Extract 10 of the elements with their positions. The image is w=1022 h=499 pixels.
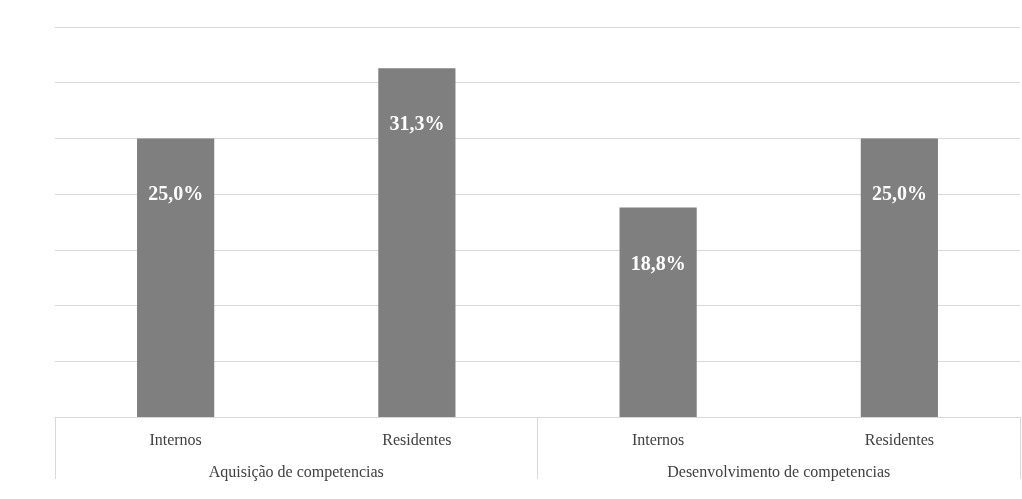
x-tick-label: Residentes xyxy=(382,430,452,448)
data-label: 31,3% xyxy=(389,112,445,135)
x-tick-label: Internos xyxy=(631,430,685,448)
text: Desenvolvimento de competencias xyxy=(667,462,891,481)
data-label: 25,0% xyxy=(871,182,927,205)
text: Aquisição de competencias xyxy=(208,462,384,481)
data-label: 25,0% xyxy=(148,182,204,205)
x-tick-label: Internos xyxy=(149,430,202,448)
x-tick-label: Residentes xyxy=(864,430,935,448)
data-label: 18,8% xyxy=(630,251,686,274)
